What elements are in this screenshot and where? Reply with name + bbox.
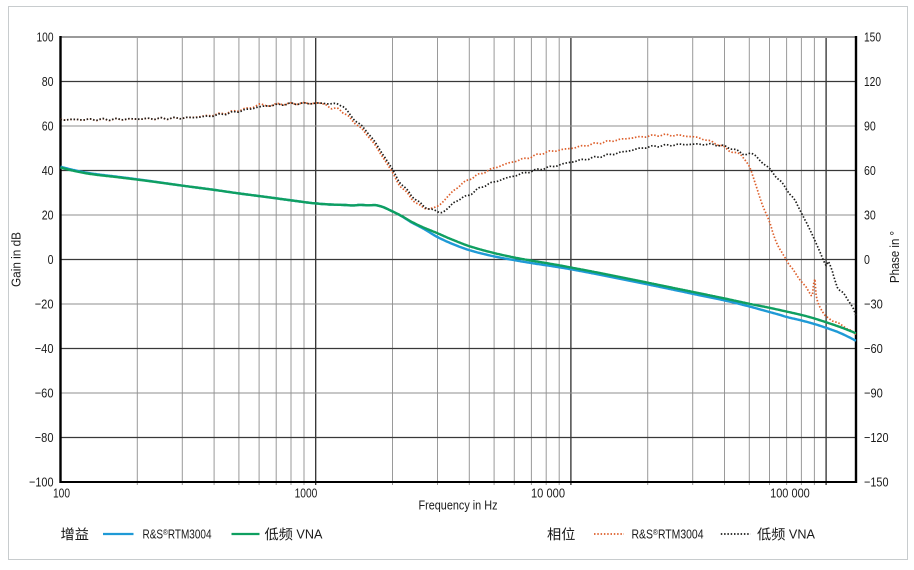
svg-text:−90: −90 bbox=[864, 385, 883, 400]
svg-text:−120: −120 bbox=[864, 430, 889, 445]
svg-text:−100: −100 bbox=[29, 474, 54, 489]
svg-text:60: 60 bbox=[42, 118, 54, 133]
svg-text:30: 30 bbox=[864, 207, 876, 222]
svg-text:80: 80 bbox=[42, 74, 54, 89]
svg-text:VNA: VNA bbox=[789, 527, 815, 542]
svg-text:100: 100 bbox=[37, 29, 54, 44]
svg-text:VNA: VNA bbox=[296, 527, 322, 542]
svg-text:100 000: 100 000 bbox=[770, 486, 810, 501]
svg-text:−80: −80 bbox=[35, 430, 54, 445]
svg-text:−40: −40 bbox=[35, 341, 54, 356]
svg-text:20: 20 bbox=[42, 207, 54, 222]
svg-text:−20: −20 bbox=[35, 296, 54, 311]
svg-text:Phase in °: Phase in ° bbox=[888, 231, 902, 283]
svg-text:90: 90 bbox=[864, 118, 876, 133]
svg-text:0: 0 bbox=[864, 252, 870, 267]
svg-text:0: 0 bbox=[48, 252, 54, 267]
svg-text:−60: −60 bbox=[35, 385, 54, 400]
svg-text:−60: −60 bbox=[864, 341, 883, 356]
svg-text:10 000: 10 000 bbox=[531, 486, 565, 501]
svg-text:−150: −150 bbox=[864, 474, 889, 489]
svg-text:1000: 1000 bbox=[295, 486, 318, 501]
svg-text:100: 100 bbox=[53, 486, 70, 501]
svg-text:40: 40 bbox=[42, 163, 54, 178]
svg-text:150: 150 bbox=[864, 29, 881, 44]
svg-text:Gain in dB: Gain in dB bbox=[10, 232, 24, 287]
svg-text:Frequency in Hz: Frequency in Hz bbox=[419, 499, 498, 513]
svg-text:R&S®RTM3004: R&S®RTM3004 bbox=[632, 527, 704, 542]
svg-text:R&S®RTM3004: R&S®RTM3004 bbox=[143, 527, 212, 542]
svg-text:120: 120 bbox=[864, 74, 881, 89]
svg-text:60: 60 bbox=[864, 163, 876, 178]
svg-text:−30: −30 bbox=[864, 296, 883, 311]
